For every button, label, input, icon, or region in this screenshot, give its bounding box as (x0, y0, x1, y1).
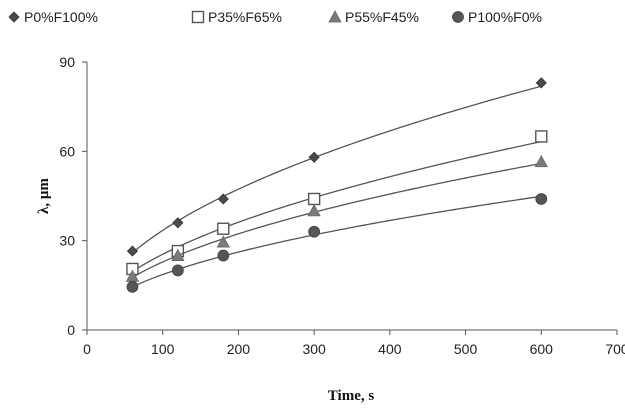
data-point-series-4 (171, 264, 184, 277)
plot-area: 0 100 200 300 400 500 600 700 0 30 60 90 (59, 54, 625, 357)
y-tick-label: 90 (59, 54, 75, 70)
trendline-series-3 (132, 162, 542, 278)
y-tick-label: 60 (59, 143, 75, 159)
legend-marker-3 (328, 10, 342, 23)
legend-marker-2 (191, 10, 205, 24)
x-axis-title: Time, s (328, 388, 375, 404)
y-tick-label: 0 (67, 322, 75, 338)
data-point-series-3 (534, 154, 548, 168)
data-point-series-4 (308, 225, 321, 238)
data-point-series-2 (535, 130, 548, 143)
x-tick-label: 300 (302, 341, 326, 357)
x-tick-label: 0 (83, 341, 91, 357)
x-tick-label: 500 (454, 341, 478, 357)
data-point-series-1 (172, 217, 184, 229)
data-point-series-1 (126, 245, 138, 257)
data-point-series-2 (307, 192, 321, 206)
data-point-series-1 (217, 193, 229, 205)
legend: P0%F100% P35%F65% P55%F45% P100%F0% (8, 9, 542, 25)
data-point-series-1 (535, 77, 547, 89)
legend-label-2: P35%F65% (208, 9, 282, 25)
data-point-series-2 (217, 222, 230, 235)
data-point-series-3 (307, 204, 321, 217)
y-axis-title: λ, μm (36, 178, 52, 214)
x-tick-label: 400 (378, 341, 402, 357)
trendline-series-1 (132, 85, 542, 254)
data-point-series-4 (126, 280, 139, 293)
legend-marker-4 (452, 11, 464, 23)
data-point-series-3 (216, 235, 230, 248)
data-point-series-4 (217, 249, 230, 262)
trendline-series-2 (132, 140, 542, 273)
data-point-series-1 (308, 151, 320, 163)
legend-marker-1 (8, 11, 20, 23)
x-tick-label: 700 (605, 341, 625, 357)
trendline-series-4 (132, 195, 542, 288)
y-tick-label: 30 (59, 233, 75, 249)
x-tick-label: 200 (227, 341, 251, 357)
x-tick-label: 100 (151, 341, 175, 357)
legend-label-3: P55%F45% (345, 9, 419, 25)
data-point-series-4 (535, 193, 548, 205)
data-point-series-3 (171, 248, 185, 261)
x-tick-label: 600 (530, 341, 554, 357)
legend-label-4: P100%F0% (468, 9, 542, 25)
legend-label-1: P0%F100% (24, 9, 98, 25)
